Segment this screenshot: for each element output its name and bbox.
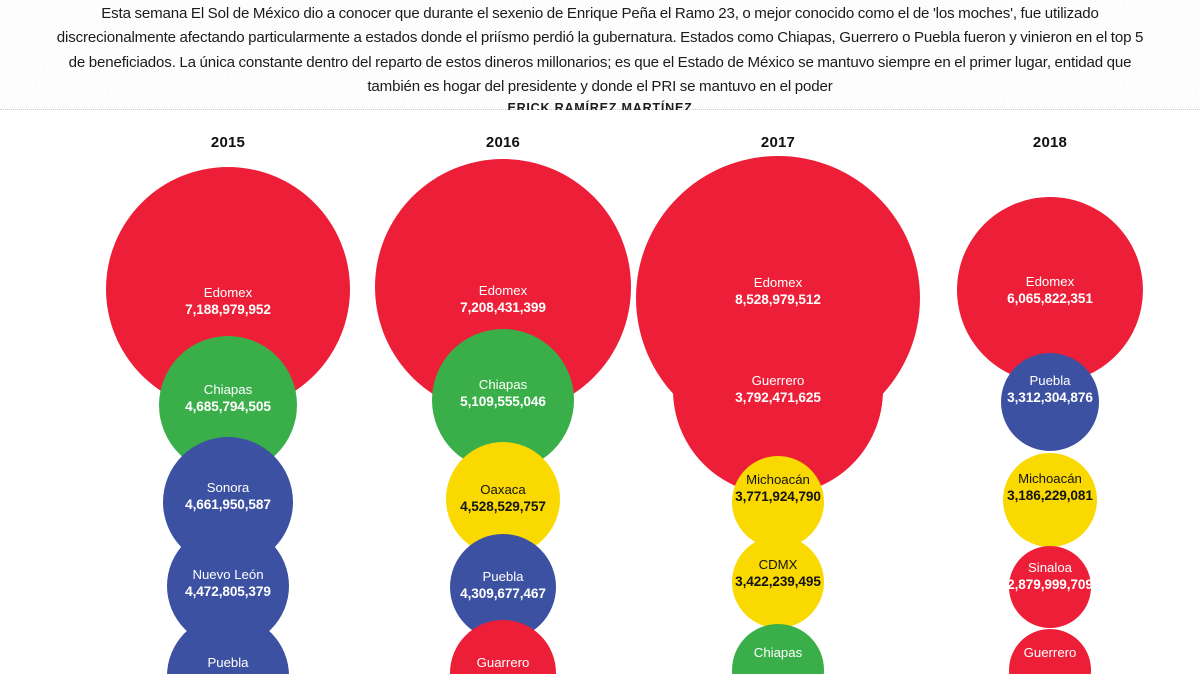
column-year-label: 2016 (485, 134, 521, 151)
column-year-label: 2018 (1032, 134, 1068, 151)
bubble-2017-4[interactable] (732, 536, 824, 628)
year-column-2018: 2018 (890, 110, 1200, 674)
column-year-label: 2015 (210, 134, 246, 151)
column-year-label: 2017 (760, 134, 796, 151)
bubble-2018-2[interactable] (1001, 353, 1099, 451)
bubble-chart: 2015 Edomex 7,188,979,952 Chiapas 4,685,794,… (0, 110, 1200, 674)
bubble-2018-1[interactable] (957, 197, 1143, 383)
bubble-2018-4[interactable] (1009, 546, 1091, 628)
header-band: Esta semana El Sol de México dio a conoc… (0, 0, 1200, 115)
bubble-2018-3[interactable] (1003, 453, 1097, 547)
year-column-2017: 2017 (610, 110, 946, 674)
year-column-2015: 2015 (60, 110, 396, 674)
lede-paragraph: Esta semana El Sol de México dio a conoc… (56, 5, 1144, 95)
year-column-2016: 2016 (335, 110, 671, 674)
bubble-2017-3[interactable] (732, 456, 824, 548)
